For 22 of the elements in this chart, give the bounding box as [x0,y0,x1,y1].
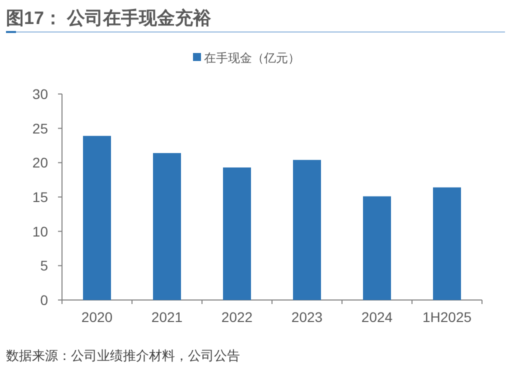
bar [433,187,461,300]
y-tick-label: 10 [32,223,48,240]
y-tick-label: 20 [32,154,48,171]
bar [83,136,111,300]
bar [363,196,391,300]
y-tick-label: 5 [40,258,48,274]
bar [293,160,321,300]
x-tick-label: 2022 [221,309,253,325]
x-tick-label: 2024 [361,309,393,325]
source-note: 数据来源：公司业绩推介材料，公司公告 [6,348,240,363]
x-tick-label: 2023 [291,309,323,325]
chart-title: 图17： 公司在手现金充裕 [6,8,212,28]
bar [223,167,251,300]
y-tick-label: 30 [32,86,48,102]
x-tick-label: 1H2025 [422,309,472,325]
x-tick-label: 2020 [81,309,113,325]
y-tick-label: 0 [40,292,48,308]
bar [153,153,181,300]
x-tick-label: 2021 [151,309,183,325]
legend: 在手现金（亿元） [193,51,300,65]
y-tick-label: 15 [32,189,48,205]
y-tick-label: 25 [32,120,48,136]
